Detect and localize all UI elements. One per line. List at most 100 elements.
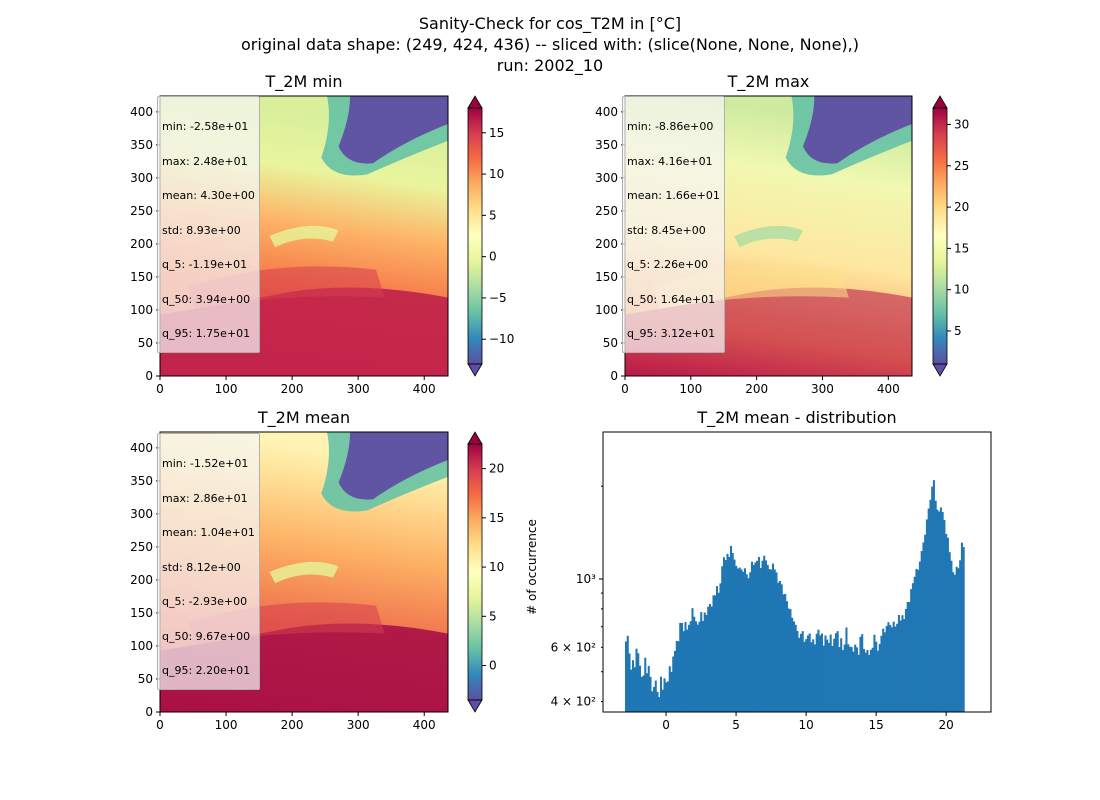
- histogram-bar: [647, 665, 650, 712]
- histogram-bar: [850, 647, 853, 712]
- histogram-bar: [717, 592, 720, 712]
- x-tick-label: 0: [621, 382, 629, 396]
- mountain-band: [269, 561, 339, 584]
- histogram-bar: [897, 615, 900, 712]
- stat-max: max: 2.86e+01: [162, 491, 248, 505]
- histogram-bar: [775, 572, 778, 712]
- histogram-bar: [924, 534, 927, 712]
- colorbar-min: [467, 95, 486, 377]
- colorbar-tick-label: 30: [954, 118, 969, 132]
- histogram-bar: [642, 675, 645, 712]
- x-tick-label: 300: [811, 382, 834, 396]
- histogram-bar: [756, 560, 759, 712]
- histogram-bar: [663, 678, 666, 712]
- stat-mean: mean: 1.04e+01: [162, 526, 255, 539]
- histogram-bar: [743, 568, 747, 712]
- colorbar-extend-bottom: [467, 699, 483, 713]
- histogram-bar: [892, 621, 895, 712]
- colorbar-extend-top: [467, 95, 483, 109]
- histogram-bar: [953, 574, 956, 712]
- y-tick-label: 250: [130, 204, 153, 218]
- colorbar-tick-label: 25: [954, 159, 969, 173]
- histogram-bar: [952, 572, 955, 712]
- colorbar-frame: [467, 107, 483, 365]
- histogram-ylabel: # of occurrence: [525, 519, 539, 615]
- y-tick-label: 200: [130, 237, 153, 251]
- histogram-bar: [672, 656, 675, 712]
- y-tick-label: 0: [145, 369, 153, 383]
- histogram-bar: [838, 647, 841, 712]
- y-tick-label: 350: [130, 474, 153, 488]
- histogram-bar: [929, 499, 932, 712]
- histogram-bar: [913, 576, 916, 712]
- histogram-bar: [722, 557, 726, 712]
- histogram-bar: [736, 568, 740, 712]
- histogram-bar: [834, 633, 837, 712]
- colorbar-tick-label: 0: [489, 659, 497, 673]
- histogram-bar: [817, 629, 820, 712]
- y-tick-label: 4 × 10²: [551, 695, 597, 709]
- stat-q95: q_95: 1.75e+01: [162, 327, 251, 340]
- histogram-bar: [841, 650, 844, 712]
- colorbar-extend-bottom: [932, 363, 948, 377]
- histogram-bar: [729, 545, 733, 712]
- histogram-bar: [875, 641, 878, 712]
- histogram-bar: [640, 676, 643, 712]
- histogram-bar: [901, 615, 904, 712]
- histogram-bar: [696, 624, 699, 712]
- histogram-bar: [733, 559, 736, 712]
- histogram-bar: [719, 583, 722, 712]
- x-tick-label: 100: [215, 382, 238, 396]
- panel-title-mean: T_2M mean: [257, 408, 351, 427]
- colorbar-max: [932, 95, 951, 377]
- colorbar-tick-label: 5: [489, 609, 497, 623]
- stat-min: min: -8.86e+00: [627, 120, 714, 133]
- histogram-bar: [861, 634, 864, 712]
- x-tick-label: 200: [281, 718, 304, 732]
- mountain-band: [734, 225, 803, 248]
- histogram-bars: [624, 480, 965, 712]
- histogram: [599, 431, 992, 716]
- colorbar-tick-label: 20: [489, 462, 504, 476]
- histogram-bar: [633, 667, 636, 712]
- y-tick-label: 50: [603, 336, 618, 350]
- colorbar-frame: [467, 443, 483, 701]
- y-tick-label: 350: [595, 138, 618, 152]
- histogram-bar: [887, 622, 890, 712]
- y-tick-label: 150: [130, 606, 153, 620]
- histogram-bar: [715, 586, 719, 712]
- histogram-bar: [703, 612, 706, 712]
- colorbar-tick-label: −5: [489, 291, 507, 305]
- histogram-bar: [908, 601, 911, 712]
- histogram-bar: [747, 578, 750, 712]
- histogram-bar: [728, 556, 731, 712]
- colorbar-extend-top: [932, 95, 948, 109]
- histogram-bar: [810, 642, 813, 712]
- histogram-bar: [962, 547, 965, 712]
- stat-q95: q_95: 2.20e+01: [162, 664, 251, 677]
- histogram-bar: [910, 589, 913, 712]
- histogram-bar: [799, 633, 802, 712]
- y-tick-label: 300: [130, 507, 153, 521]
- histogram-bar: [742, 571, 745, 712]
- colorbar-tick-label: 0: [489, 250, 497, 264]
- stat-q5: q_5: 2.26e+00: [627, 258, 709, 271]
- histogram-bar: [890, 627, 893, 712]
- histogram-bar: [694, 621, 698, 712]
- histogram-bar: [656, 691, 659, 712]
- histogram-bar: [677, 641, 680, 712]
- histogram-bar: [644, 657, 647, 712]
- histogram-bar: [927, 508, 930, 712]
- histogram-bar: [880, 635, 883, 712]
- stats-box-max: min: -8.86e+00 max: 4.16e+01 mean: 1.66e…: [622, 96, 725, 353]
- histogram-bar: [787, 608, 790, 712]
- stat-std: std: 8.93e+00: [162, 223, 241, 237]
- colorbar-tick-label: 15: [489, 126, 504, 140]
- x-tick-label: 100: [215, 718, 238, 732]
- histogram-bar: [724, 560, 727, 712]
- y-tick-label: 250: [595, 204, 618, 218]
- y-tick-label: 150: [130, 270, 153, 284]
- histogram-bar: [749, 572, 752, 712]
- histogram-bar: [939, 507, 942, 712]
- stat-max: max: 2.48e+01: [162, 154, 248, 168]
